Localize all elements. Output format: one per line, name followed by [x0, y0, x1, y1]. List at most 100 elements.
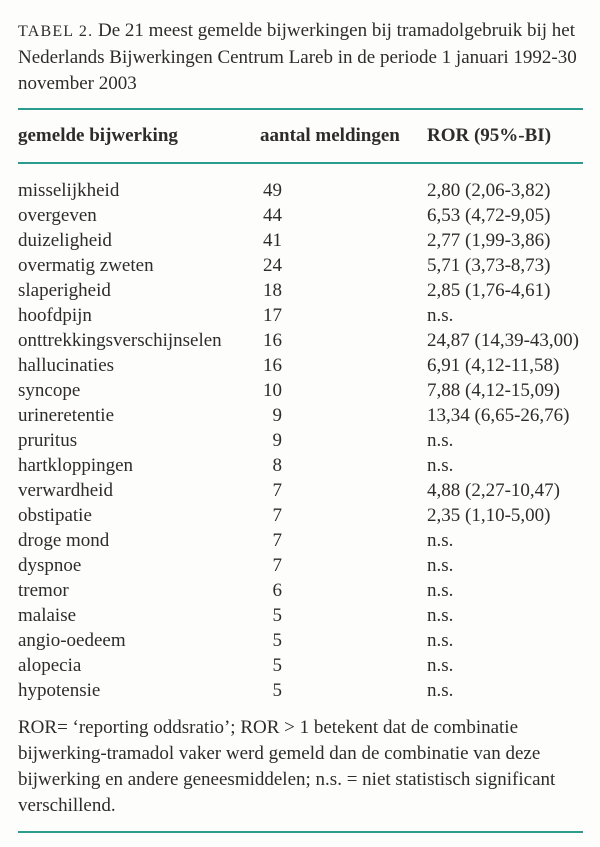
- cell-aantal-value: 18: [263, 280, 282, 301]
- cell-aantal: 9: [260, 428, 427, 453]
- cell-bijwerking: overgeven: [18, 205, 97, 226]
- cell-bijwerking: overmatig zweten: [18, 255, 154, 276]
- cell-aantal-value: 9: [272, 430, 283, 451]
- table-caption-label: TABEL 2.: [18, 23, 94, 40]
- table-row: malaise 5 n.s.: [18, 603, 583, 628]
- table-row: pruritus 9 n.s.: [18, 428, 583, 453]
- table-row: misselijkheid 49 2,80 (2,06-3,82): [18, 178, 583, 203]
- table-row: dyspnoe 7 n.s.: [18, 553, 583, 578]
- cell-ror: n.s.: [427, 555, 454, 576]
- table-caption: TABEL 2. De 21 meest gemelde bijwerkinge…: [18, 18, 583, 97]
- cell-aantal: 16: [260, 353, 427, 378]
- table-row: onttrekkingsverschijnselen 16 24,87 (14,…: [18, 328, 583, 353]
- cell-aantal: 7: [260, 503, 427, 528]
- cell-ror: n.s.: [427, 580, 454, 601]
- cell-bijwerking: droge mond: [18, 530, 110, 551]
- cell-aantal-value: 16: [263, 355, 282, 376]
- cell-aantal: 41: [260, 228, 427, 253]
- table-row: duizeligheid 41 2,77 (1,99-3,86): [18, 228, 583, 253]
- table-footnote: ROR= ‘reporting oddsratio’; ROR > 1 bete…: [18, 717, 556, 816]
- cell-aantal: 44: [260, 203, 427, 228]
- table-row: hypotensie 5 n.s.: [18, 678, 583, 703]
- cell-bijwerking: angio-oedeem: [18, 630, 126, 651]
- cell-ror: 6,53 (4,72-9,05): [427, 205, 551, 226]
- cell-aantal: 5: [260, 653, 427, 678]
- table-row: overmatig zweten 24 5,71 (3,73-8,73): [18, 253, 583, 278]
- cell-aantal: 8: [260, 453, 427, 478]
- cell-aantal: 49: [260, 178, 427, 203]
- table-row: hartkloppingen 8 n.s.: [18, 453, 583, 478]
- cell-aantal-value: 16: [263, 330, 282, 351]
- cell-aantal: 7: [260, 528, 427, 553]
- cell-aantal: 5: [260, 628, 427, 653]
- table-row: hallucinaties 16 6,91 (4,12-11,58): [18, 353, 583, 378]
- cell-bijwerking: hartkloppingen: [18, 455, 134, 476]
- table-header-row: gemelde bijwerking aantal meldingen ROR …: [18, 110, 583, 162]
- cell-ror: n.s.: [427, 680, 454, 701]
- table-row: droge mond 7 n.s.: [18, 528, 583, 553]
- header-rule: [18, 162, 583, 164]
- cell-ror: 6,91 (4,12-11,58): [427, 355, 560, 376]
- cell-bijwerking: malaise: [18, 605, 77, 626]
- cell-aantal: 24: [260, 253, 427, 278]
- table-row: alopecia 5 n.s.: [18, 653, 583, 678]
- cell-ror: 4,88 (2,27-10,47): [427, 480, 560, 501]
- cell-aantal: 10: [260, 378, 427, 403]
- cell-ror: n.s.: [427, 305, 454, 326]
- cell-aantal: 17: [260, 303, 427, 328]
- cell-ror: 5,71 (3,73-8,73): [427, 255, 551, 276]
- cell-aantal-value: 41: [263, 230, 282, 251]
- column-header-ror: ROR (95%-BI): [427, 125, 552, 146]
- cell-ror: n.s.: [427, 530, 454, 551]
- cell-aantal: 5: [260, 678, 427, 703]
- cell-aantal-value: 24: [263, 255, 282, 276]
- column-header-aantal: aantal meldingen: [260, 125, 400, 146]
- cell-aantal: 9: [260, 403, 427, 428]
- cell-bijwerking: onttrekkingsverschijnselen: [18, 330, 222, 351]
- cell-bijwerking: dyspnoe: [18, 555, 82, 576]
- cell-aantal: 5: [260, 603, 427, 628]
- cell-bijwerking: alopecia: [18, 655, 82, 676]
- cell-aantal-value: 49: [263, 180, 282, 201]
- cell-bijwerking: tremor: [18, 580, 69, 601]
- cell-ror: n.s.: [427, 455, 454, 476]
- table-row: angio-oedeem 5 n.s.: [18, 628, 583, 653]
- table-row: syncope 10 7,88 (4,12-15,09): [18, 378, 583, 403]
- cell-bijwerking: pruritus: [18, 430, 78, 451]
- cell-aantal-value: 7: [272, 530, 283, 551]
- cell-bijwerking: misselijkheid: [18, 180, 120, 201]
- cell-aantal-value: 5: [272, 655, 283, 676]
- cell-ror: 24,87 (14,39-43,00): [427, 330, 579, 351]
- cell-aantal: 6: [260, 578, 427, 603]
- table-row: hoofdpijn 17 n.s.: [18, 303, 583, 328]
- top-rule: [18, 108, 583, 110]
- cell-aantal: 7: [260, 553, 427, 578]
- cell-aantal: 7: [260, 478, 427, 503]
- cell-aantal-value: 17: [263, 305, 282, 326]
- bottom-rule: [18, 831, 583, 833]
- cell-ror: 7,88 (4,12-15,09): [427, 380, 560, 401]
- cell-bijwerking: verwardheid: [18, 480, 113, 501]
- cell-bijwerking: syncope: [18, 380, 81, 401]
- cell-aantal: 16: [260, 328, 427, 353]
- cell-aantal-value: 5: [272, 630, 283, 651]
- cell-bijwerking: hallucinaties: [18, 355, 115, 376]
- cell-aantal-value: 6: [272, 580, 283, 601]
- table-row: obstipatie 7 2,35 (1,10-5,00): [18, 503, 583, 528]
- table-row: verwardheid 7 4,88 (2,27-10,47): [18, 478, 583, 503]
- cell-aantal-value: 5: [272, 605, 283, 626]
- cell-bijwerking: slaperigheid: [18, 280, 111, 301]
- cell-aantal-value: 7: [272, 480, 283, 501]
- cell-aantal-value: 10: [263, 380, 282, 401]
- cell-aantal-value: 5: [272, 680, 283, 701]
- table-row: slaperigheid 18 2,85 (1,76-4,61): [18, 278, 583, 303]
- column-header-bijwerking: gemelde bijwerking: [18, 125, 178, 146]
- cell-aantal-value: 8: [272, 455, 283, 476]
- cell-aantal-value: 9: [272, 405, 283, 426]
- cell-aantal: 18: [260, 278, 427, 303]
- table-caption-text: De 21 meest gemelde bijwerkingen bij tra…: [18, 20, 577, 94]
- cell-ror: 2,85 (1,76-4,61): [427, 280, 551, 301]
- cell-aantal-value: 44: [263, 205, 282, 226]
- cell-bijwerking: hypotensie: [18, 680, 101, 701]
